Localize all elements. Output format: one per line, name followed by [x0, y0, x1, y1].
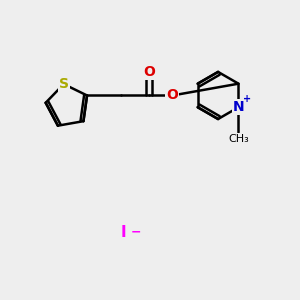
- Text: −: −: [131, 226, 141, 239]
- Text: I: I: [121, 225, 126, 240]
- Text: N: N: [233, 100, 244, 114]
- Text: CH₃: CH₃: [228, 134, 249, 144]
- Text: O: O: [167, 88, 178, 103]
- Text: O: O: [143, 65, 155, 79]
- Text: S: S: [59, 77, 69, 91]
- Text: +: +: [243, 94, 251, 104]
